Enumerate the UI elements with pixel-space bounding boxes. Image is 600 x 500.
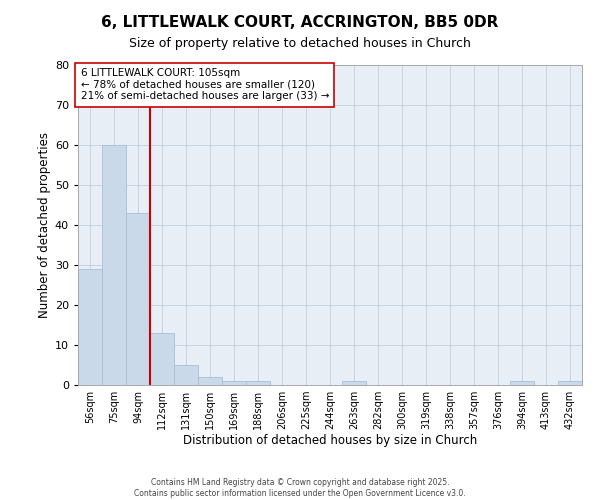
Bar xyxy=(102,145,126,385)
Text: 6 LITTLEWALK COURT: 105sqm
← 78% of detached houses are smaller (120)
21% of sem: 6 LITTLEWALK COURT: 105sqm ← 78% of deta… xyxy=(80,68,329,102)
Bar xyxy=(558,381,582,385)
Bar xyxy=(150,333,174,385)
Bar xyxy=(222,381,246,385)
Text: Contains HM Land Registry data © Crown copyright and database right 2025.
Contai: Contains HM Land Registry data © Crown c… xyxy=(134,478,466,498)
Bar xyxy=(510,381,534,385)
Bar xyxy=(126,213,150,385)
Y-axis label: Number of detached properties: Number of detached properties xyxy=(38,132,50,318)
Bar xyxy=(198,377,222,385)
Text: Size of property relative to detached houses in Church: Size of property relative to detached ho… xyxy=(129,38,471,51)
Bar xyxy=(174,365,198,385)
Bar xyxy=(246,381,270,385)
Bar xyxy=(342,381,366,385)
Bar xyxy=(78,269,102,385)
X-axis label: Distribution of detached houses by size in Church: Distribution of detached houses by size … xyxy=(183,434,477,446)
Text: 6, LITTLEWALK COURT, ACCRINGTON, BB5 0DR: 6, LITTLEWALK COURT, ACCRINGTON, BB5 0DR xyxy=(101,15,499,30)
